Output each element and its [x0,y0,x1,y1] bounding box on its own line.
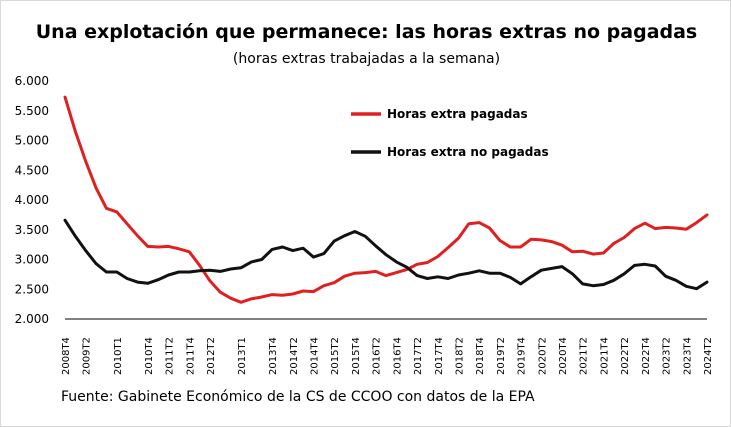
y-tick-label: 4.000 [15,193,49,207]
x-tick-label: 2018T4 [475,337,486,375]
legend-label: Horas extra no pagadas [387,145,549,159]
x-tick-label: 2009T2 [82,337,93,375]
legend-label: Horas extra pagadas [387,107,528,121]
x-tick-label: 2013T1 [237,337,248,375]
x-tick-label: 2016T4 [392,337,403,375]
x-tick-label: 2018T2 [454,337,465,375]
chart-source-note: Fuente: Gabinete Económico de la CS de C… [61,389,535,405]
x-tick-label: 2017T2 [413,337,424,375]
x-tick-label: 2019T2 [496,337,507,375]
x-tick-label: 2016T2 [372,337,383,375]
x-tick-label: 2015T4 [351,337,362,375]
y-tick-label: 3.000 [15,253,49,267]
x-tick-label: 2011T2 [165,337,176,375]
x-tick-label: 2017T4 [434,337,445,375]
x-tick-label: 2021T4 [599,337,610,375]
x-tick-label: 2015T2 [330,337,341,375]
x-tick-label: 2012T2 [206,337,217,375]
y-tick-label: 5.000 [15,134,49,148]
x-tick-label: 2024T2 [703,337,714,375]
x-tick-label: 2023T2 [662,337,673,375]
y-tick-label: 3.500 [15,223,49,237]
x-tick-label: 2021T2 [579,337,590,375]
series-line-pagadas [63,95,709,304]
x-tick-label: 2014T4 [310,337,321,375]
y-tick-label: 2.500 [15,282,49,296]
x-tick-label: 2020T4 [558,337,569,375]
x-tick-label: 2010T4 [144,337,155,375]
y-tick-label: 6.000 [15,74,49,88]
x-tick-label: 2013T4 [268,337,279,375]
x-tick-label: 2023T4 [682,337,693,375]
x-tick-label: 2020T2 [537,337,548,375]
chart-subtitle: (horas extras trabajadas a la semana) [232,51,501,67]
y-tick-label: 5.500 [15,104,49,118]
series-line-no-pagadas [63,218,709,291]
x-tick-label: 2011T4 [185,337,196,375]
y-tick-label: 4.500 [15,163,49,177]
x-tick-label: 2008T4 [61,337,72,375]
x-tick-label: 2022T4 [641,337,652,375]
x-tick-label: 2019T4 [517,337,528,375]
x-tick-label: 2022T2 [620,337,631,375]
x-tick-label: 2014T2 [289,337,300,375]
chart-title: Una explotación que permanece: las horas… [35,21,698,43]
y-tick-label: 2.000 [15,312,49,326]
x-tick-label: 2010T1 [113,337,124,375]
